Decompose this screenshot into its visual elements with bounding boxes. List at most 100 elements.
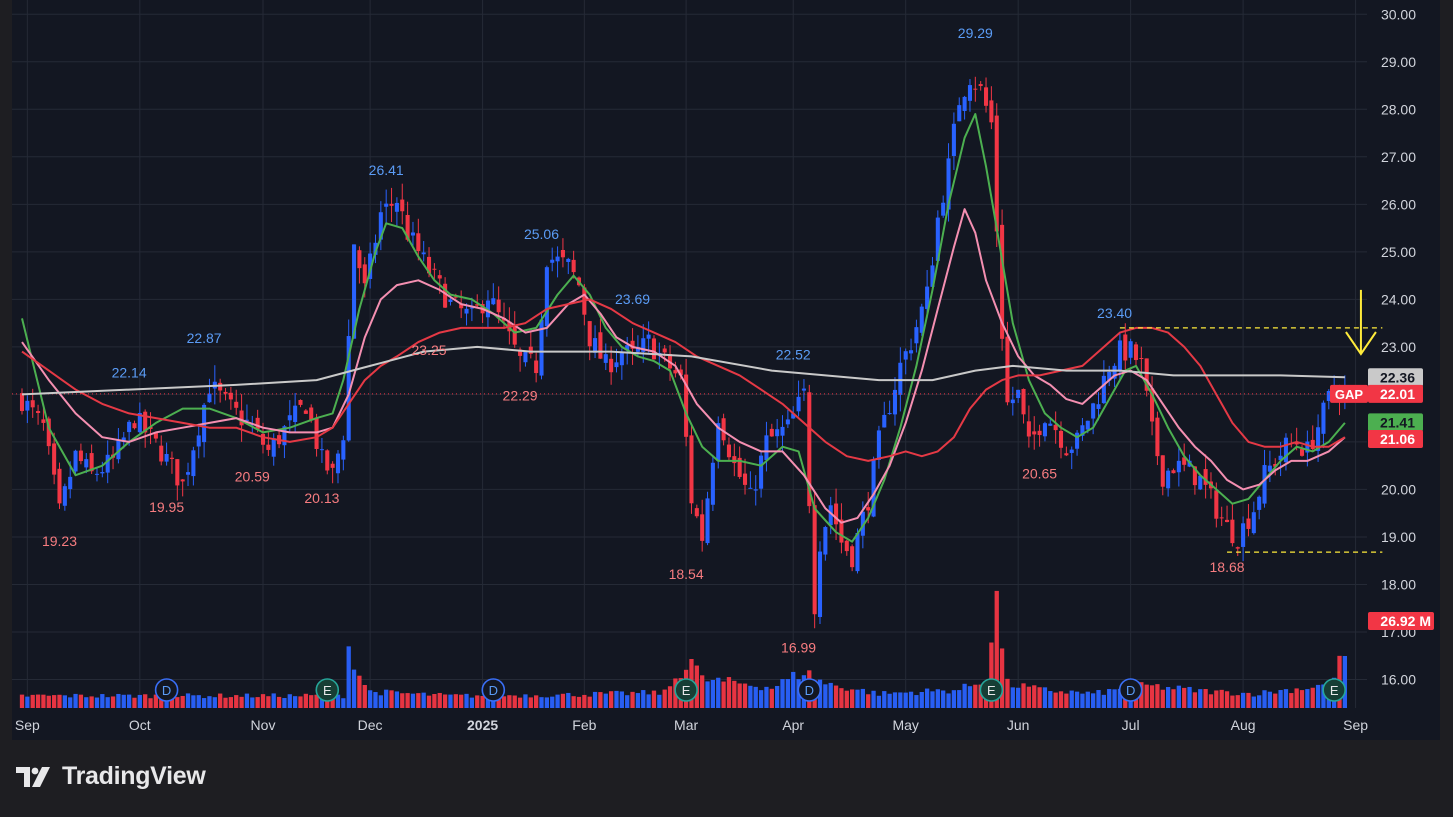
dividend-marker-icon[interactable]: D [797,678,822,702]
candle-body [1096,404,1101,409]
plot-background [12,0,1367,708]
brand[interactable]: TradingView [16,762,206,791]
volume-bar [303,693,308,708]
earnings-marker-icon[interactable]: E [979,678,1004,702]
candle-body [378,212,383,240]
low-price-label: 20.65 [1022,466,1057,482]
volume-bar [705,681,710,708]
dividend-marker-icon[interactable]: D [154,678,179,702]
volume-bar [100,694,105,708]
candle-body [839,519,844,543]
volume-bar [1016,687,1021,708]
volume-bar [469,697,475,708]
volume-bar [823,684,828,708]
candle-body [1219,517,1224,519]
price-badge-label: 22.36 [1380,369,1415,385]
price-badge-label: 21.06 [1380,431,1415,447]
earnings-marker-icon[interactable]: E [674,678,698,702]
volume-bar [892,692,898,708]
candle-body [255,417,260,430]
candle-body [635,347,640,352]
volume-bar [1117,688,1123,708]
volume-bar [1289,693,1294,708]
volume-bar [614,690,619,708]
volume-bar [51,695,57,708]
volume-bar [1294,688,1299,708]
candle-body [1091,403,1096,419]
price-tick-label: 24.00 [1381,291,1416,307]
volume-bars [19,590,1348,708]
time-axis[interactable]: Sep Oct Nov Dec 2025 Feb Mar Apr May Jun Jul Aug Sep [15,717,1368,733]
volume-bar [223,697,228,708]
low-price-label: 22.29 [503,388,538,404]
candle-body [1230,519,1235,544]
earnings-marker-label: E [323,683,332,698]
volume-bar [507,695,512,708]
volume-bar [608,691,614,708]
candle-body [726,444,731,458]
candle-body [662,348,667,353]
volume-bar [319,694,325,708]
candle-body [544,267,549,327]
volume-bar [625,695,630,708]
candle-body [646,334,651,339]
volume-bar [30,694,35,708]
volume-bar [592,691,598,708]
candle-body [1198,475,1203,490]
time-tick-label: Sep [15,717,40,733]
volume-bar [1074,691,1080,708]
candle-body [518,349,523,356]
volume-bar [116,693,121,708]
volume-bar [1053,692,1058,708]
volume-bar [475,695,480,708]
dividend-marker-icon[interactable]: D [481,678,506,702]
dividend-marker-circle [154,678,179,702]
time-tick-label: Jul [1122,717,1140,733]
volume-bar [501,696,507,708]
volume-bar [1278,690,1283,708]
time-tick-label: Dec [358,717,383,733]
volume-bar [1240,692,1246,708]
volume-bar [84,697,89,708]
candle-body [325,450,330,471]
candle-body [609,358,614,373]
price-axis[interactable]: 16.0017.0018.0019.0020.0021.0022.0023.00… [1381,6,1416,687]
candle-body [448,299,453,302]
candle-body [1321,402,1326,434]
candle-body [89,453,94,472]
earnings-marker-icon[interactable]: E [315,678,340,702]
candle-body [630,340,635,349]
volume-bar [1273,693,1278,708]
high-price-label: 23.69 [615,291,650,307]
candle-body [1262,465,1267,504]
volume-bar [742,683,748,708]
volume-bar [641,690,646,708]
candle-body [823,527,828,555]
volume-bar [1005,678,1010,708]
volume-bar [753,686,758,708]
tradingview-logo-icon [16,766,50,787]
volume-bar [919,691,924,708]
candle-body [298,399,303,405]
candle-body [260,433,266,445]
price-tick-label: 30.00 [1381,6,1416,22]
candle-body [1080,425,1085,436]
low-price-label: 20.13 [304,490,339,506]
candle-body [1005,336,1010,403]
grid [12,0,1367,708]
price-badge-label: 22.01 [1380,386,1415,402]
candle-body [1241,523,1246,547]
volume-bar [234,695,239,708]
candle-body [1069,449,1074,453]
volume-bar [41,694,46,708]
volume-bar [335,694,341,708]
candle-body [143,411,148,433]
volume-bar [1155,684,1160,708]
earnings-marker-icon[interactable]: E [1322,678,1346,702]
volume-bar [491,697,496,708]
candle-body [598,332,603,359]
volume-bar [362,684,367,708]
dividend-marker-icon[interactable]: D [1118,678,1143,702]
